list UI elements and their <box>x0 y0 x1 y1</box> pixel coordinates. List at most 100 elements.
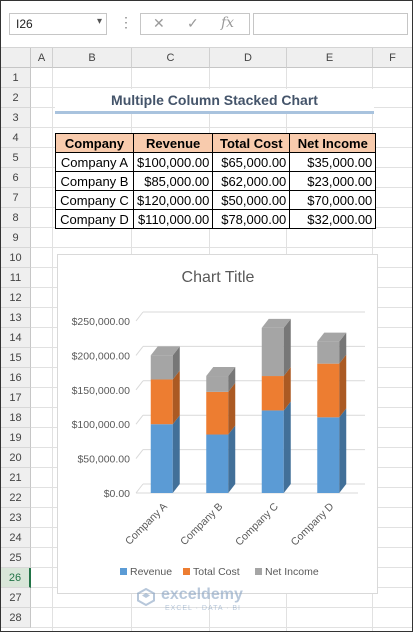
bar-segment-net-income <box>150 355 173 380</box>
row-header-8[interactable]: 8 <box>1 208 31 228</box>
table-cell[interactable]: $120,000.00 <box>132 190 214 210</box>
row-header-16[interactable]: 16 <box>1 368 31 388</box>
cancel-icon[interactable]: ✕ <box>153 15 165 31</box>
row-header-4[interactable]: 4 <box>1 128 31 148</box>
enter-icon[interactable]: ✓ <box>187 15 199 31</box>
row-header-22[interactable]: 22 <box>1 488 31 508</box>
row-header-23[interactable]: 23 <box>1 508 31 528</box>
column-header-c[interactable]: C <box>132 48 210 68</box>
formula-input[interactable] <box>253 13 408 35</box>
column-header-f[interactable]: F <box>373 48 412 68</box>
table-cell[interactable]: Company C <box>55 190 134 210</box>
row-header-5[interactable]: 5 <box>1 148 31 168</box>
row-header-1[interactable]: 1 <box>1 68 31 88</box>
bar-segment-total-cost <box>206 391 229 435</box>
row-header-13[interactable]: 13 <box>1 308 31 328</box>
table-header-row: Company Revenue Total Cost Net Income <box>55 133 377 153</box>
column-header-d[interactable]: D <box>210 48 287 68</box>
row-header-28[interactable]: 28 <box>1 608 31 628</box>
bar-segment-revenue <box>206 434 229 493</box>
bar-segment-net-income <box>206 376 229 392</box>
column-header-a[interactable]: A <box>31 48 53 68</box>
column-header-e[interactable]: E <box>287 48 373 68</box>
row-header-21[interactable]: 21 <box>1 468 31 488</box>
formula-bar: I26 ▾ ⋮ ✕ ✓ fx <box>1 1 412 48</box>
table-cell[interactable]: $65,000.00 <box>212 152 291 172</box>
table-cell[interactable]: Company A <box>55 152 134 172</box>
row-header-27[interactable]: 27 <box>1 588 31 608</box>
grid-column-line <box>52 68 53 631</box>
bar-top <box>206 367 236 377</box>
legend-label[interactable]: Total Cost <box>193 566 240 578</box>
header-company[interactable]: Company <box>55 133 134 153</box>
legend-label[interactable]: Net Income <box>265 566 319 578</box>
row-header-26[interactable]: 26 <box>1 568 31 588</box>
legend-swatch <box>120 568 127 575</box>
title-underline <box>55 111 374 114</box>
bar-side <box>283 367 291 411</box>
table-row: Company C $120,000.00 $50,000.00 $70,000.00 <box>55 190 377 210</box>
table-cell[interactable]: $78,000.00 <box>212 209 291 229</box>
table-cell[interactable]: Company B <box>55 171 134 191</box>
name-box[interactable]: I26 ▾ <box>9 13 107 35</box>
bar-segment-revenue <box>150 424 173 493</box>
row-header-25[interactable]: 25 <box>1 548 31 568</box>
exceldemy-logo-icon <box>137 588 155 606</box>
legend-label[interactable]: Revenue <box>130 566 172 578</box>
header-total-cost[interactable]: Total Cost <box>212 133 291 153</box>
bar-side <box>283 401 291 493</box>
row-header-2[interactable]: 2 <box>1 88 31 108</box>
table-cell[interactable]: $100,000.00 <box>132 152 214 172</box>
insert-function-icon[interactable]: fx <box>221 15 235 31</box>
bar-side <box>172 370 180 425</box>
row-header-19[interactable]: 19 <box>1 428 31 448</box>
bar-segment-revenue <box>261 410 284 493</box>
chart-gridline-side <box>135 311 144 322</box>
row-header-10[interactable]: 10 <box>1 248 31 268</box>
column-header-b[interactable]: B <box>53 48 132 68</box>
table-cell[interactable]: $35,000.00 <box>289 152 377 172</box>
chart-gridline-side <box>135 346 144 356</box>
row-header-7[interactable]: 7 <box>1 188 31 208</box>
chevron-down-icon[interactable]: ▾ <box>96 16 102 27</box>
y-tick-label: $250,000.00 <box>72 316 131 328</box>
name-box-value: I26 <box>16 17 33 31</box>
row-header-9[interactable]: 9 <box>1 228 31 248</box>
table-cell[interactable]: $62,000.00 <box>212 171 291 191</box>
table-cell[interactable]: $23,000.00 <box>289 171 377 191</box>
row-header-11[interactable]: 11 <box>1 268 31 288</box>
bar-segment-net-income <box>261 327 284 377</box>
row-header-14[interactable]: 14 <box>1 328 31 348</box>
table-cell[interactable]: $85,000.00 <box>132 171 214 191</box>
header-revenue[interactable]: Revenue <box>132 133 214 153</box>
grid-row-line <box>31 627 412 628</box>
row-header-15[interactable]: 15 <box>1 348 31 368</box>
table-cell[interactable]: Company D <box>55 209 134 229</box>
row-header-17[interactable]: 17 <box>1 388 31 408</box>
header-net-income[interactable]: Net Income <box>289 133 377 153</box>
x-category-label: Company C <box>233 500 281 548</box>
row-header-20[interactable]: 20 <box>1 448 31 468</box>
row-header-18[interactable]: 18 <box>1 408 31 428</box>
chart-title[interactable]: Chart Title <box>182 269 255 286</box>
table-cell[interactable]: $110,000.00 <box>132 209 214 229</box>
legend-swatch <box>255 568 262 575</box>
table-cell[interactable]: $50,000.00 <box>212 190 291 210</box>
y-tick-label: $0.00 <box>104 488 130 500</box>
bar-side <box>228 382 236 435</box>
row-header-6[interactable]: 6 <box>1 168 31 188</box>
chart-gridline-side <box>135 483 144 494</box>
table-cell[interactable]: $32,000.00 <box>289 209 377 229</box>
chart-gridline-side <box>135 449 144 459</box>
more-options-icon[interactable]: ⋮ <box>119 14 133 30</box>
bar-segment-net-income <box>317 341 340 364</box>
sheet-title: Multiple Column Stacked Chart <box>55 89 374 111</box>
table-row: Company D $110,000.00 $78,000.00 $32,000.00 <box>55 209 377 229</box>
row-header-24[interactable]: 24 <box>1 528 31 548</box>
row-header-12[interactable]: 12 <box>1 288 31 308</box>
stacked-column-chart[interactable]: Chart Title $0.00 $50,000.00 $100,000.00 $15… <box>57 254 378 594</box>
row-header-3[interactable]: 3 <box>1 108 31 128</box>
table-cell[interactable]: $70,000.00 <box>289 190 377 210</box>
bar-segment-total-cost <box>150 379 173 425</box>
select-all-corner[interactable] <box>1 48 31 68</box>
